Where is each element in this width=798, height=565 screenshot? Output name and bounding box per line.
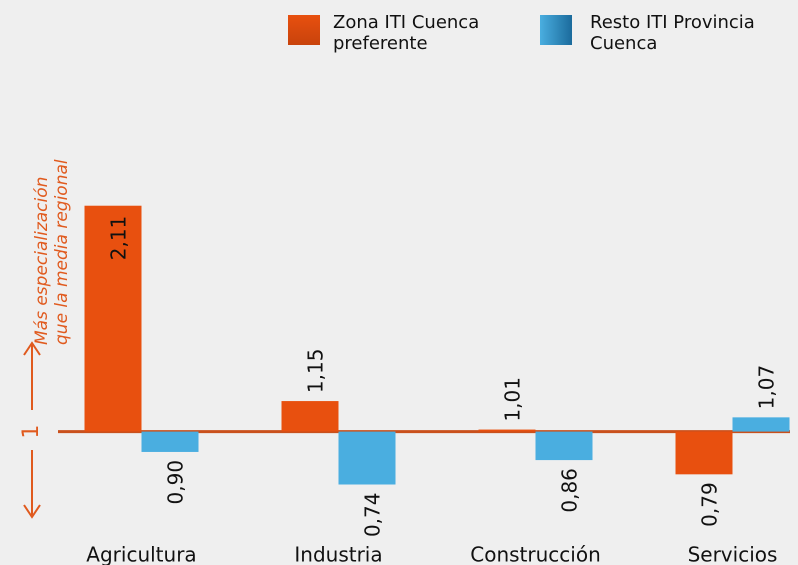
- x-tick-label: Industria: [294, 543, 382, 565]
- bar: [675, 431, 733, 475]
- legend-swatch: [288, 15, 320, 45]
- annotation: Más especialización: [32, 177, 52, 345]
- y-tick-label: 1: [19, 425, 44, 439]
- value-label: 0,74: [361, 493, 385, 538]
- annotation: que la media regional: [52, 159, 72, 345]
- legend-swatch: [540, 15, 572, 45]
- bar: [478, 429, 536, 432]
- value-label: 0,86: [558, 468, 582, 513]
- x-tick-label: Agricultura: [86, 543, 196, 565]
- value-label: 0,90: [164, 460, 188, 505]
- value-label: 2,11: [107, 216, 131, 261]
- x-tick-label: Servicios: [688, 543, 778, 565]
- x-tick-label: Construcción: [470, 543, 601, 565]
- value-label: 1,15: [304, 349, 328, 394]
- value-label: 1,01: [501, 377, 525, 422]
- bar: [535, 431, 593, 461]
- bar: [732, 417, 790, 432]
- legend-label: Zona ITI Cuenca preferente: [333, 12, 480, 54]
- value-label: 1,07: [755, 365, 779, 410]
- bar: [338, 431, 396, 485]
- value-label: 0,79: [698, 482, 722, 527]
- legend-label: Resto ITI Provincia Cuenca: [590, 12, 755, 54]
- axis-arrows: [23, 341, 41, 519]
- bar: [141, 431, 199, 452]
- bar: [281, 401, 339, 432]
- bar: [84, 205, 142, 432]
